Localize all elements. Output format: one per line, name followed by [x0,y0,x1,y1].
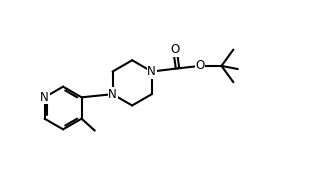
Text: N: N [108,88,117,101]
Text: O: O [170,43,179,56]
Text: N: N [147,65,156,78]
Text: N: N [40,91,49,104]
Text: O: O [195,59,205,72]
